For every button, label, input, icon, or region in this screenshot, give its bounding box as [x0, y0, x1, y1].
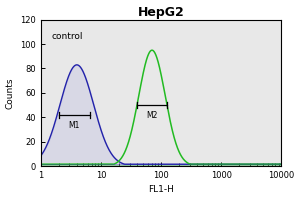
- Text: M2: M2: [146, 111, 158, 120]
- Text: control: control: [52, 32, 83, 41]
- Title: HepG2: HepG2: [138, 6, 184, 19]
- Text: M1: M1: [69, 121, 80, 130]
- Y-axis label: Counts: Counts: [6, 77, 15, 109]
- X-axis label: FL1-H: FL1-H: [148, 185, 174, 194]
